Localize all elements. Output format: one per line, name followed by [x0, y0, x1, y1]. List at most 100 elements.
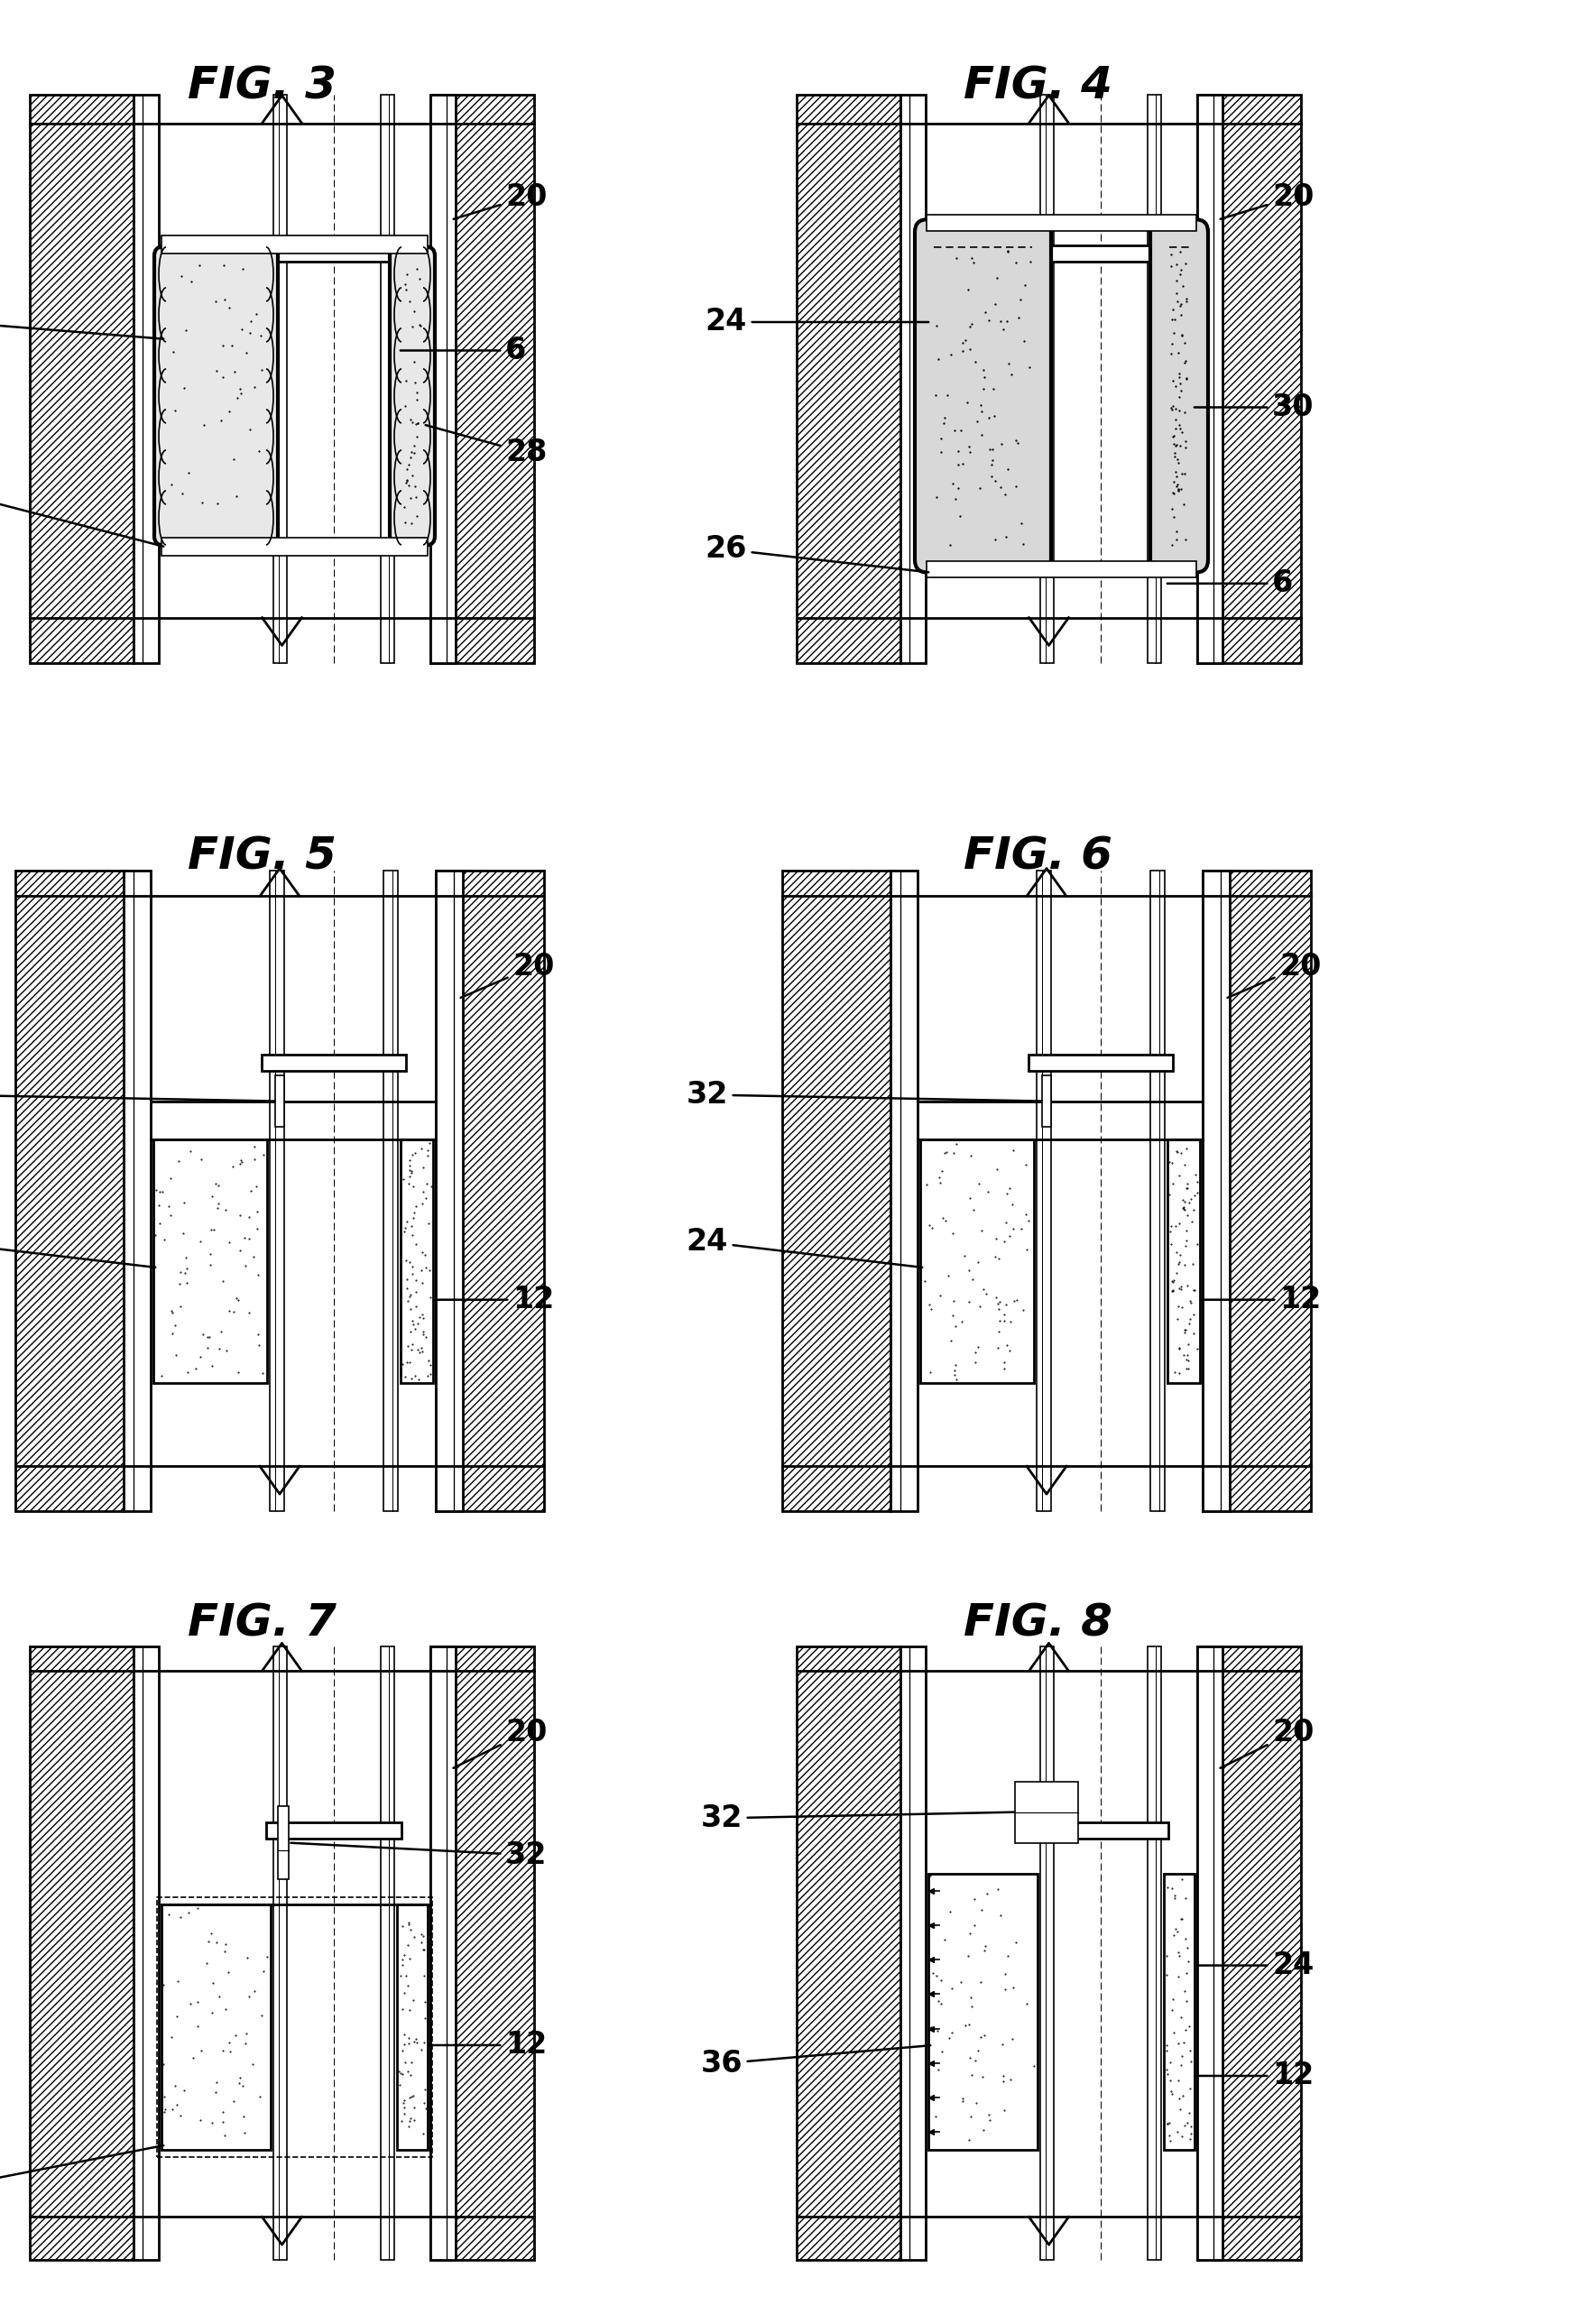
Bar [900, 1646, 926, 2259]
Bar [273, 1646, 287, 2259]
Bar [782, 871, 891, 1512]
Bar [155, 1141, 265, 1381]
Bar [927, 560, 1197, 576]
Bar [161, 1904, 271, 2151]
Bar [1197, 95, 1223, 664]
Bar [796, 95, 900, 664]
Bar [1037, 871, 1052, 1512]
Bar [134, 1646, 158, 2259]
Bar [276, 1076, 284, 1127]
Bar [1197, 1646, 1301, 2259]
Bar [436, 871, 544, 1512]
Text: 32: 32 [290, 1839, 547, 1869]
Bar [1203, 871, 1229, 1512]
Bar [1151, 871, 1165, 1512]
FancyBboxPatch shape [1151, 219, 1208, 572]
Bar [431, 1646, 535, 2259]
Bar [1163, 1874, 1194, 2151]
Bar [1197, 1646, 1223, 2259]
Bar [161, 537, 428, 556]
Bar [1170, 1141, 1199, 1381]
FancyBboxPatch shape [915, 219, 1052, 572]
Text: FIG. 8: FIG. 8 [962, 1602, 1112, 1646]
Bar [16, 871, 123, 1512]
Bar [1041, 1646, 1053, 2259]
Text: 32: 32 [701, 1803, 1015, 1832]
Text: 24: 24 [686, 1226, 922, 1268]
Text: 32: 32 [0, 1079, 275, 1109]
Bar [900, 95, 926, 664]
Bar [1148, 95, 1162, 664]
Bar [1203, 871, 1310, 1512]
Bar [397, 1904, 428, 2151]
Text: 24: 24 [705, 307, 929, 337]
Bar [270, 871, 284, 1512]
Bar [782, 871, 891, 1512]
Bar [1197, 95, 1301, 664]
Bar [1033, 1823, 1168, 1839]
Bar [134, 95, 158, 664]
Text: 24: 24 [0, 1226, 155, 1268]
Text: 12: 12 [428, 2031, 547, 2061]
Bar [401, 1139, 433, 1383]
Bar [930, 1876, 1036, 2148]
Bar [796, 1646, 900, 2259]
Text: 20: 20 [453, 1717, 547, 1768]
FancyBboxPatch shape [155, 247, 278, 546]
Bar [30, 1646, 134, 2259]
Bar [1197, 1646, 1301, 2259]
Bar [161, 235, 428, 254]
Text: 24: 24 [0, 2146, 163, 2201]
Bar [431, 95, 535, 664]
Bar [436, 871, 544, 1512]
Bar [1165, 1876, 1192, 2148]
Text: 28: 28 [426, 424, 547, 468]
FancyBboxPatch shape [389, 247, 434, 546]
Bar [278, 1805, 289, 1879]
Text: 20: 20 [1221, 1717, 1314, 1768]
Bar [262, 1056, 405, 1072]
Bar [156, 1897, 433, 2157]
Bar [921, 1139, 1034, 1383]
Bar [381, 1646, 394, 2259]
Text: FIG. 7: FIG. 7 [187, 1602, 337, 1646]
Bar [927, 214, 1197, 231]
Bar [1037, 247, 1163, 263]
Text: 20: 20 [453, 182, 547, 219]
Bar [1197, 95, 1301, 664]
Bar [30, 95, 134, 664]
Bar [402, 1141, 431, 1381]
Text: 24: 24 [1195, 1950, 1314, 1980]
Text: 20: 20 [1221, 182, 1314, 219]
Bar [153, 1139, 267, 1383]
Bar [1148, 1646, 1162, 2259]
Text: 26: 26 [0, 477, 163, 546]
Bar [16, 871, 123, 1512]
Bar [796, 95, 900, 664]
Bar [929, 1874, 1037, 2151]
Bar [1203, 871, 1310, 1512]
Bar [273, 95, 287, 664]
Bar [431, 1646, 455, 2259]
Text: 24: 24 [0, 307, 163, 339]
Bar [436, 871, 463, 1512]
Bar [1167, 1139, 1200, 1383]
Bar [30, 95, 134, 664]
Text: FIG. 3: FIG. 3 [187, 65, 337, 108]
Text: 12: 12 [1195, 2061, 1314, 2091]
Bar [1015, 1782, 1079, 1842]
Text: 32: 32 [686, 1079, 1042, 1109]
Text: 26: 26 [705, 535, 929, 572]
Bar [891, 871, 918, 1512]
Text: 6: 6 [401, 337, 527, 366]
Bar [1042, 1076, 1052, 1127]
Text: 20: 20 [1227, 952, 1321, 998]
Bar [922, 1141, 1033, 1381]
Bar [123, 871, 150, 1512]
Bar [431, 1646, 535, 2259]
Bar [163, 1906, 268, 2148]
Bar [381, 95, 394, 664]
Bar [1041, 95, 1053, 664]
Text: 36: 36 [701, 2045, 930, 2079]
Text: 6: 6 [1167, 569, 1293, 599]
